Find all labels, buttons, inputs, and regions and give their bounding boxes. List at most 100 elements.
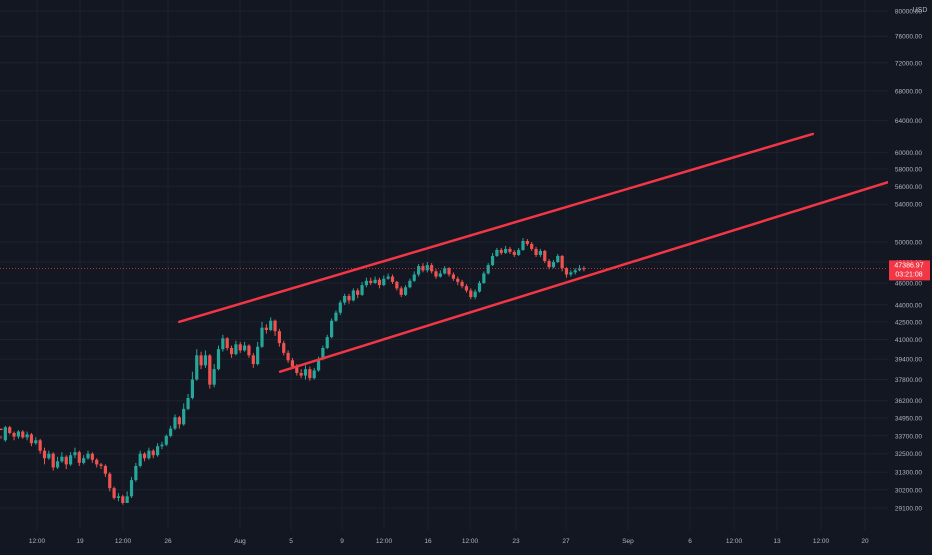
channel-line-upper[interactable] [178,132,815,324]
y-tick-label: 39400.00 [895,357,922,364]
candle [195,349,199,381]
candle [477,280,482,293]
x-tick-label: 6 [688,538,692,545]
bar-countdown-label: 03:21:08 [895,271,922,278]
y-tick-label: 60000.00 [895,150,922,157]
candle [177,415,181,429]
current-price-label: 47386.97 [894,262,923,269]
candle [551,260,556,269]
candle [199,351,203,370]
candles [0,238,586,505]
candle [116,493,121,502]
y-tick-label: 30200.00 [895,487,922,494]
candle [473,289,477,300]
candle [212,364,216,388]
candle [64,455,68,470]
candle [160,441,164,450]
candle [243,341,247,352]
candle [360,281,364,296]
candle [169,425,173,438]
y-tick-label: 64000.00 [895,118,922,125]
candle [517,247,521,256]
candle [560,254,564,272]
candle [260,321,264,348]
candle [256,341,260,366]
candle [369,277,373,286]
x-tick-label: 12:00 [115,538,132,545]
x-tick-label: 16 [424,538,432,545]
candle [42,447,47,465]
candle [451,272,455,281]
candle [277,328,281,347]
x-tick-label: 19 [76,538,84,545]
candle [582,266,586,272]
candle [334,310,338,322]
y-tick-label: 42500.00 [895,319,922,326]
candle [286,350,290,363]
candle [29,432,34,447]
x-tick-label: 12:00 [29,538,46,545]
candle [343,293,347,305]
candle [504,245,508,254]
candle [190,371,194,400]
candle [3,425,7,442]
candle [556,253,560,264]
candle [251,352,255,368]
candle [430,263,434,274]
candle [203,350,208,368]
candle [121,494,125,505]
candle [351,288,355,302]
candle [408,278,412,289]
candle [499,247,503,255]
x-tick-label: 12:00 [376,538,393,545]
candle [356,288,360,299]
x-tick-label: 26 [164,538,172,545]
y-tick-label: 68000.00 [895,88,922,95]
candle [447,267,451,277]
candle [86,450,90,460]
candle [547,258,551,270]
channel-line-lower[interactable] [278,172,915,373]
candle [525,239,529,246]
candle [25,431,29,441]
x-tick-label: 20 [861,538,869,545]
candle [77,450,81,466]
x-axis[interactable]: 12:00 19 12:00 26 Aug 5 9 12:00 16 12:00 23 27 Sep 6 1… [0,530,932,550]
currency-label: USD [913,7,928,14]
candle [238,341,242,353]
y-tick-label: 37800.00 [895,377,922,384]
candle [108,472,112,492]
candle [38,438,42,454]
channel-lines[interactable] [178,132,915,373]
candle [69,452,73,466]
candle [103,464,107,477]
candle [508,246,512,254]
y-tick-label: 33700.00 [895,433,922,440]
candle [221,334,225,352]
candle [538,248,542,257]
candle [16,430,20,439]
candle [364,277,368,288]
candle [208,354,212,389]
candle [534,246,538,257]
x-tick-label: Aug [234,538,246,545]
candle [395,280,399,291]
candle [412,271,416,282]
candle [82,455,86,465]
x-tick-label: 12:00 [726,538,743,545]
candle [173,414,177,431]
y-tick-label: 31300.00 [895,470,922,477]
candle [482,271,486,285]
candle [186,393,190,411]
candle [530,241,534,251]
candle [34,437,38,445]
candle [225,337,229,351]
candle [564,267,569,278]
candle [308,366,312,381]
candle [377,277,382,289]
candle [129,476,134,498]
y-tick-label: 72000.00 [895,60,922,67]
